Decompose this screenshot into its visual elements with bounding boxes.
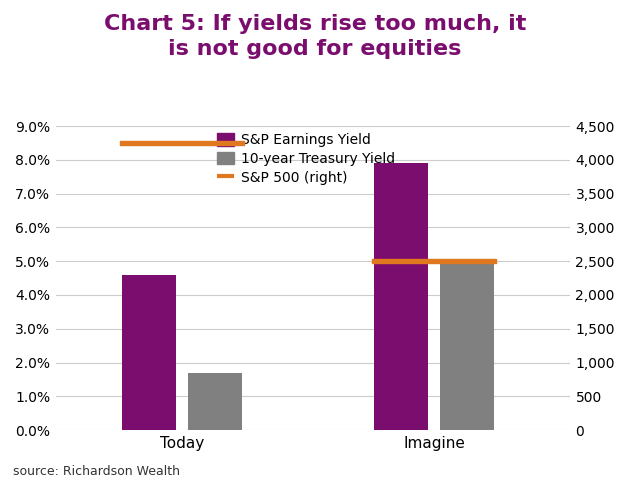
Bar <box>374 163 428 430</box>
Bar <box>122 275 176 430</box>
Bar <box>440 261 495 430</box>
Text: source: Richardson Wealth: source: Richardson Wealth <box>13 465 180 478</box>
Text: Chart 5: If yields rise too much, it
is not good for equities: Chart 5: If yields rise too much, it is … <box>104 14 526 59</box>
Bar <box>188 372 242 430</box>
Legend: S&P Earnings Yield, 10-year Treasury Yield, S&P 500 (right): S&P Earnings Yield, 10-year Treasury Yie… <box>217 133 394 185</box>
